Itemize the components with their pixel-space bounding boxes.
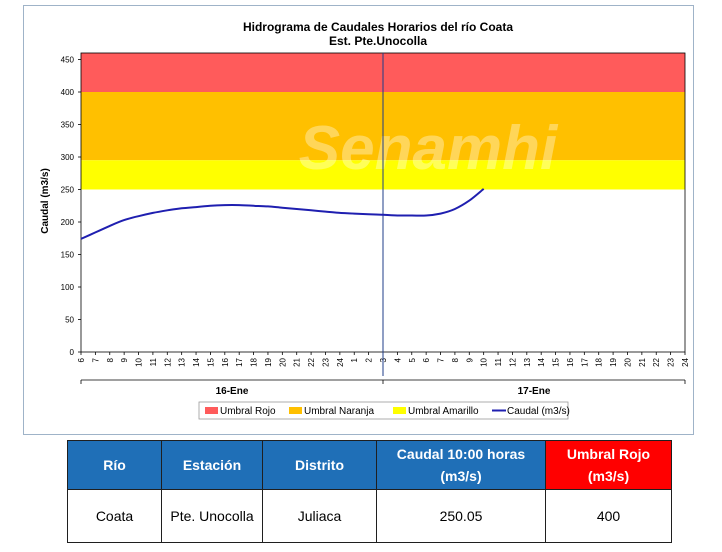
table-row: Coata Pte. Unocolla Juliaca 250.05 400 [67, 489, 672, 543]
y-tick-label: 300 [61, 153, 75, 162]
y-tick-label: 450 [61, 56, 75, 65]
x-tick-label: 21 [293, 357, 302, 366]
x-tick-label: 18 [250, 357, 259, 366]
x-tick-label: 2 [365, 357, 374, 362]
legend-label: Caudal (m3/s) [507, 406, 570, 417]
hydrograph-chart: Hidrograma de Caudales Horarios del río … [40, 20, 690, 420]
x-tick-label: 16 [221, 357, 230, 366]
day-label: 16-Ene [216, 386, 249, 397]
cell-estacion: Pte. Unocolla [161, 489, 263, 543]
x-tick-label: 19 [609, 357, 618, 366]
x-tick-label: 21 [638, 357, 647, 366]
x-tick-label: 20 [278, 357, 287, 366]
x-tick-label: 1 [350, 357, 359, 362]
x-tick-label: 10 [480, 357, 489, 366]
y-tick-label: 400 [61, 88, 75, 97]
cell-rio: Coata [67, 489, 162, 543]
x-tick-label: 22 [652, 357, 661, 366]
x-tick-label: 16 [566, 357, 575, 366]
x-tick-label: 20 [623, 357, 632, 366]
y-axis-label: Caudal (m3/s) [40, 168, 51, 234]
x-tick-label: 23 [321, 357, 330, 366]
legend-box [198, 401, 569, 420]
header-estacion: Estación [161, 440, 263, 490]
cell-caudal: 250.05 [376, 489, 546, 543]
x-tick-label: 10 [135, 357, 144, 366]
x-tick-label: 24 [336, 357, 345, 366]
x-tick-label: 15 [552, 357, 561, 366]
header-rio: Río [67, 440, 162, 490]
legend-label: Umbral Amarillo [408, 406, 479, 417]
y-tick-label: 250 [61, 186, 75, 195]
x-tick-label: 11 [149, 357, 158, 366]
header-caudal: Caudal 10:00 horas (m3/s) [376, 440, 546, 490]
x-tick-label: 12 [163, 357, 172, 366]
y-tick-label: 350 [61, 121, 75, 130]
x-tick-label: 13 [178, 357, 187, 366]
y-tick-label: 150 [61, 251, 75, 260]
x-tick-label: 14 [192, 357, 201, 366]
legend-swatch [393, 407, 406, 414]
x-tick-label: 14 [537, 357, 546, 366]
x-tick-label: 23 [667, 357, 676, 366]
x-tick-label: 4 [393, 357, 402, 362]
legend-label: Umbral Rojo [220, 406, 276, 417]
x-tick-label: 15 [206, 357, 215, 366]
legend-swatch [205, 407, 218, 414]
x-tick-label: 18 [595, 357, 604, 366]
x-tick-label: 8 [451, 357, 460, 362]
table-header-row: Río Estación Distrito Caudal 10:00 horas… [67, 440, 672, 490]
y-tick-label: 100 [61, 283, 75, 292]
x-tick-label: 8 [106, 357, 115, 362]
legend-swatch [289, 407, 302, 414]
chart-subtitle: Est. Pte.Unocolla [329, 34, 427, 48]
day-label: 17-Ene [518, 386, 551, 397]
watermark-logo: Senamhi [299, 114, 559, 183]
x-tick-label: 6 [422, 357, 431, 362]
legend-label: Umbral Naranja [304, 406, 374, 417]
x-tick-label: 17 [580, 357, 589, 366]
x-tick-label: 5 [408, 357, 417, 362]
cell-umbral-rojo: 400 [545, 489, 672, 543]
station-info-table: Río Estación Distrito Caudal 10:00 horas… [67, 440, 672, 543]
x-tick-label: 24 [681, 357, 690, 366]
x-tick-label: 13 [523, 357, 532, 366]
cell-distrito: Juliaca [262, 489, 377, 543]
chart-frame: Hidrograma de Caudales Horarios del río … [23, 5, 694, 435]
x-tick-label: 7 [437, 357, 446, 362]
x-tick-label: 12 [508, 357, 517, 366]
x-tick-label: 9 [120, 357, 129, 362]
y-tick-label: 50 [65, 316, 74, 325]
x-tick-label: 6 [77, 357, 86, 362]
x-tick-label: 17 [235, 357, 244, 366]
x-tick-label: 22 [307, 357, 316, 366]
header-umbral-rojo: Umbral Rojo (m3/s) [545, 440, 672, 490]
x-tick-label: 19 [264, 357, 273, 366]
y-tick-label: 200 [61, 218, 75, 227]
y-tick-label: 0 [70, 348, 75, 357]
x-tick-label: 9 [465, 357, 474, 362]
x-tick-label: 7 [91, 357, 100, 362]
chart-title: Hidrograma de Caudales Horarios del río … [243, 20, 513, 34]
series-line-caudal [80, 188, 485, 240]
x-tick-label: 11 [494, 357, 503, 366]
header-distrito: Distrito [262, 440, 377, 490]
